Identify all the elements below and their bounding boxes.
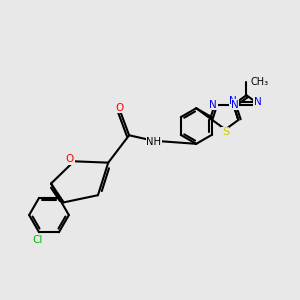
Text: O: O bbox=[66, 154, 74, 164]
Text: N: N bbox=[231, 100, 239, 110]
Text: N: N bbox=[254, 97, 262, 107]
Text: NH: NH bbox=[146, 137, 161, 147]
Text: CH₃: CH₃ bbox=[250, 76, 268, 86]
Text: Cl: Cl bbox=[32, 235, 43, 245]
Text: N: N bbox=[209, 100, 217, 110]
Text: S: S bbox=[222, 127, 229, 137]
Text: O: O bbox=[116, 103, 124, 112]
Text: N: N bbox=[230, 96, 237, 106]
